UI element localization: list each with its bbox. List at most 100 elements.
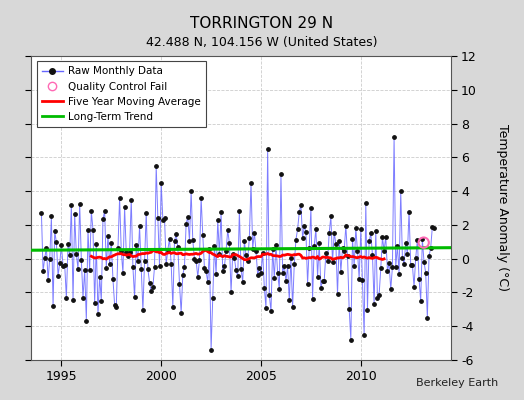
- Point: [372, 228, 380, 234]
- Point: [297, 202, 305, 208]
- Point: [167, 261, 176, 267]
- Point: [358, 277, 367, 284]
- Point: [255, 265, 264, 272]
- Point: [348, 236, 357, 242]
- Point: [242, 252, 250, 258]
- Point: [319, 278, 327, 284]
- Point: [42, 244, 51, 251]
- Point: [44, 277, 52, 283]
- Point: [214, 217, 222, 223]
- Point: [303, 280, 312, 287]
- Point: [235, 208, 244, 215]
- Point: [144, 266, 152, 272]
- Point: [309, 296, 317, 302]
- Point: [234, 273, 242, 279]
- Point: [132, 242, 140, 248]
- Point: [99, 216, 107, 222]
- Point: [200, 265, 209, 271]
- Point: [340, 247, 348, 254]
- Point: [367, 230, 375, 236]
- Point: [210, 242, 219, 249]
- Point: [60, 262, 69, 268]
- Point: [192, 258, 200, 264]
- Point: [105, 260, 114, 267]
- Point: [107, 240, 115, 246]
- Point: [398, 254, 407, 261]
- Point: [189, 237, 197, 244]
- Point: [155, 263, 163, 270]
- Point: [142, 210, 150, 216]
- Point: [330, 230, 339, 236]
- Legend: Raw Monthly Data, Quality Control Fail, Five Year Moving Average, Long-Term Tren: Raw Monthly Data, Quality Control Fail, …: [37, 61, 206, 127]
- Point: [112, 304, 121, 310]
- Point: [381, 234, 390, 240]
- Point: [62, 295, 71, 301]
- Point: [237, 266, 245, 272]
- Point: [360, 332, 368, 338]
- Point: [257, 270, 265, 276]
- Point: [425, 253, 433, 259]
- Point: [205, 245, 214, 252]
- Point: [165, 236, 173, 242]
- Point: [415, 276, 423, 282]
- Point: [420, 259, 428, 265]
- Point: [176, 280, 184, 287]
- Point: [423, 314, 432, 321]
- Point: [85, 267, 94, 273]
- Point: [264, 146, 272, 152]
- Point: [127, 196, 135, 203]
- Point: [115, 195, 124, 201]
- Point: [92, 241, 101, 247]
- Point: [326, 213, 335, 220]
- Point: [363, 307, 372, 314]
- Point: [228, 250, 237, 257]
- Point: [134, 258, 142, 264]
- Point: [47, 213, 56, 220]
- Point: [333, 291, 342, 298]
- Text: TORRINGTON 29 N: TORRINGTON 29 N: [190, 16, 334, 31]
- Point: [343, 252, 352, 259]
- Point: [272, 242, 280, 248]
- Text: 42.488 N, 104.156 W (United States): 42.488 N, 104.156 W (United States): [146, 36, 378, 49]
- Point: [240, 238, 248, 245]
- Point: [94, 311, 102, 318]
- Point: [219, 268, 227, 274]
- Point: [59, 262, 67, 269]
- Point: [227, 289, 235, 295]
- Point: [177, 310, 185, 316]
- Point: [64, 240, 72, 247]
- Point: [183, 214, 192, 220]
- Point: [89, 226, 97, 233]
- Point: [119, 270, 127, 276]
- Point: [295, 209, 303, 216]
- Point: [217, 209, 225, 216]
- Point: [380, 247, 388, 254]
- Point: [407, 261, 415, 268]
- Point: [267, 308, 275, 315]
- Point: [149, 284, 157, 290]
- Point: [322, 250, 330, 257]
- Point: [274, 270, 282, 276]
- Point: [67, 202, 75, 208]
- Point: [313, 274, 322, 281]
- Point: [329, 259, 337, 266]
- Point: [150, 264, 159, 270]
- Point: [145, 280, 154, 286]
- Point: [347, 336, 355, 343]
- Point: [157, 180, 166, 186]
- Point: [265, 292, 274, 298]
- Point: [377, 265, 385, 272]
- Point: [400, 261, 408, 267]
- Point: [125, 249, 134, 255]
- Point: [420, 240, 428, 246]
- Point: [378, 234, 387, 240]
- Point: [162, 261, 170, 268]
- Point: [332, 240, 340, 247]
- Point: [54, 272, 62, 279]
- Point: [49, 303, 57, 309]
- Point: [224, 227, 232, 233]
- Point: [172, 231, 180, 238]
- Point: [292, 237, 300, 243]
- Point: [163, 246, 172, 253]
- Point: [122, 249, 130, 256]
